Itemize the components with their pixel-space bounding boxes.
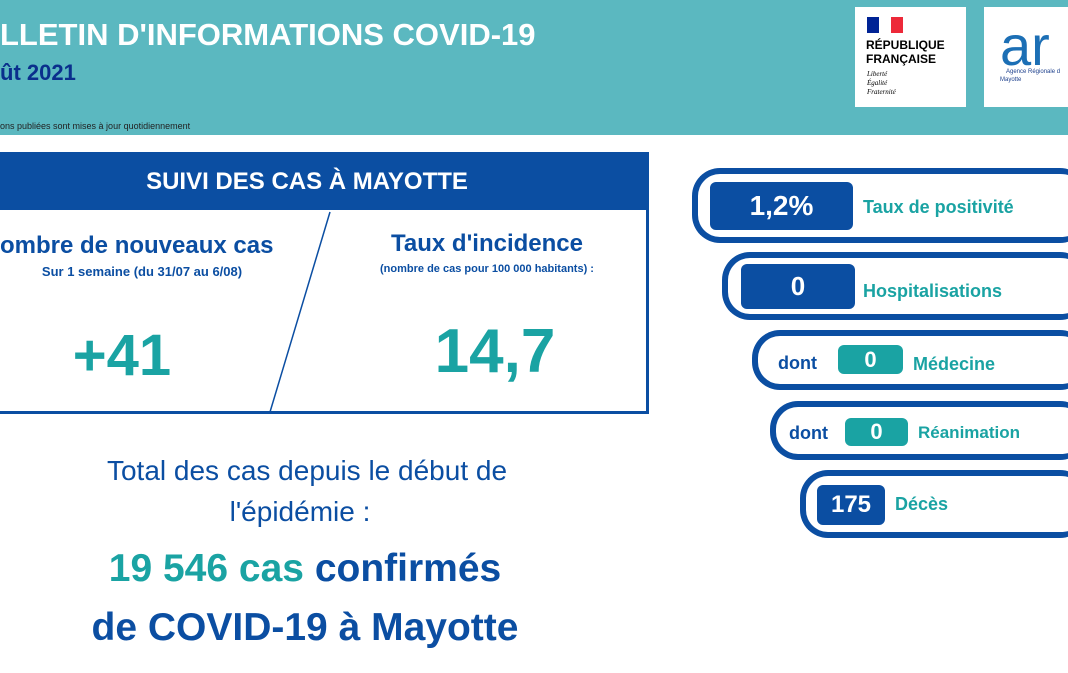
sub: Sur 1 semaine (du 31/07 au 6/08) [41,264,243,279]
rf-motto: Liberté [867,70,888,78]
note: ons publiées sont mises à jour quotidien… [0,121,191,131]
rf-line: FRANÇAISE [866,52,937,66]
label: Taux d'incidence [391,230,583,257]
rf-motto: Fraternité [867,88,896,96]
logo-ars: ar Agence Régionale d Mayotte [984,7,1068,107]
divider [269,211,331,413]
count: 19 546 cas [108,547,304,590]
value: +41 [72,323,172,388]
date: ût 2021 [0,60,76,85]
title: LLETIN D'INFORMATIONS COVID-19 [0,17,536,52]
total-text: de COVID-19 à Mayotte [91,606,519,649]
value-box: 1,2% [710,182,853,230]
logo-rf: RÉPUBLIQUE FRANÇAISE Liberté Égalité Fra… [855,7,966,107]
pill [770,401,1068,460]
suivi-banner [0,152,649,210]
word: confirmés [314,547,502,590]
total-text: Total des cas depuis le début de [106,455,508,486]
ars-mark: ar [1000,14,1050,77]
ars-line: Agence Régionale d [1006,69,1061,75]
rf-motto: Égalité [867,79,888,87]
indicator-label: Réanimation [918,423,1021,442]
label: ombre de nouveaux cas [0,232,274,259]
suivi-box [0,152,649,414]
sub: (nombre de cas pour 100 000 habitants) : [380,263,594,275]
pill [752,330,1068,390]
value-box: 0 [838,345,903,374]
suivi-title: SUIVI DES CAS À MAYOTTE [146,168,468,195]
indicator-label: Décès [895,494,949,514]
total-count: 19 546 cas confirmés [109,547,501,591]
rf-line: RÉPUBLIQUE [866,38,945,52]
value-box: 175 [817,485,885,525]
total-text: l'épidémie : [229,496,371,527]
indicator-label: Taux de positivité [863,197,1014,217]
indicator-label: Médecine [913,354,996,374]
flag [867,17,903,33]
value-box: 0 [741,264,855,309]
indicator-label: Hospitalisations [863,281,1003,301]
prefix: dont [778,353,817,373]
value: 14,7 [434,317,556,386]
value-box: 0 [845,418,908,446]
prefix: dont [789,423,828,443]
ars-line: Mayotte [1000,77,1022,83]
